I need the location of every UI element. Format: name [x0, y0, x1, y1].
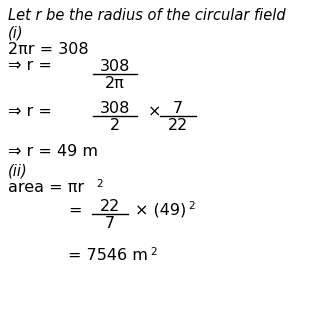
- Text: = 7546 m: = 7546 m: [68, 248, 148, 263]
- Text: (i): (i): [8, 26, 24, 41]
- Text: 2: 2: [188, 201, 195, 211]
- Text: ⇒ r =: ⇒ r =: [8, 105, 52, 120]
- Text: =: =: [68, 203, 81, 217]
- Text: 2: 2: [110, 118, 120, 133]
- Text: 7: 7: [105, 216, 115, 231]
- Text: 308: 308: [100, 101, 130, 116]
- Text: 2π: 2π: [105, 76, 125, 91]
- Text: 22: 22: [100, 199, 120, 214]
- Text: × (49): × (49): [135, 203, 186, 217]
- Text: Let r be the radius of the circular field: Let r be the radius of the circular fiel…: [8, 8, 286, 23]
- Text: area = πr: area = πr: [8, 180, 84, 195]
- Text: 7: 7: [173, 101, 183, 116]
- Text: ×: ×: [148, 105, 161, 120]
- Text: 2: 2: [150, 247, 157, 257]
- Text: 22: 22: [168, 118, 188, 133]
- Text: ⇒ r =: ⇒ r =: [8, 57, 52, 72]
- Text: 2: 2: [96, 179, 103, 189]
- Text: ⇒ r = 49 m: ⇒ r = 49 m: [8, 144, 98, 159]
- Text: 308: 308: [100, 59, 130, 74]
- Text: (ii): (ii): [8, 163, 28, 178]
- Text: 2πr = 308: 2πr = 308: [8, 42, 89, 57]
